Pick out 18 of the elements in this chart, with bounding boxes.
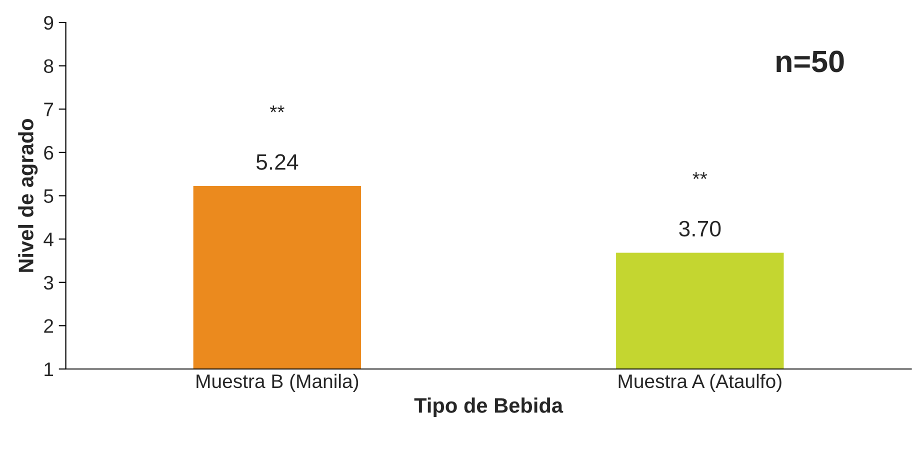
y-tick-label: 7 xyxy=(44,102,54,116)
y-tick-label: 2 xyxy=(44,319,54,333)
annotation: ** xyxy=(270,105,284,112)
data-label: 5.24 xyxy=(256,154,298,170)
y-tick-label: 8 xyxy=(44,59,54,74)
x-tick-label: Muestra A (Ataulfo) xyxy=(618,374,782,392)
annotation: n=50 xyxy=(776,50,844,72)
data-label: 3.70 xyxy=(679,220,721,237)
y-tick-label: 5 xyxy=(44,189,54,203)
y-tick-label: 1 xyxy=(44,362,54,376)
y-tick-label: 6 xyxy=(44,146,54,160)
x-axis-title: Tipo de Bebida xyxy=(414,398,564,417)
y-tick-label: 3 xyxy=(44,276,54,290)
y-tick-label: 4 xyxy=(44,232,54,246)
x-tick-label: Muestra B (Manila) xyxy=(196,374,358,392)
annotation: ** xyxy=(692,172,708,179)
y-tick-label: 9 xyxy=(44,16,54,30)
y-axis-title: Nivel de agrado xyxy=(18,118,38,272)
